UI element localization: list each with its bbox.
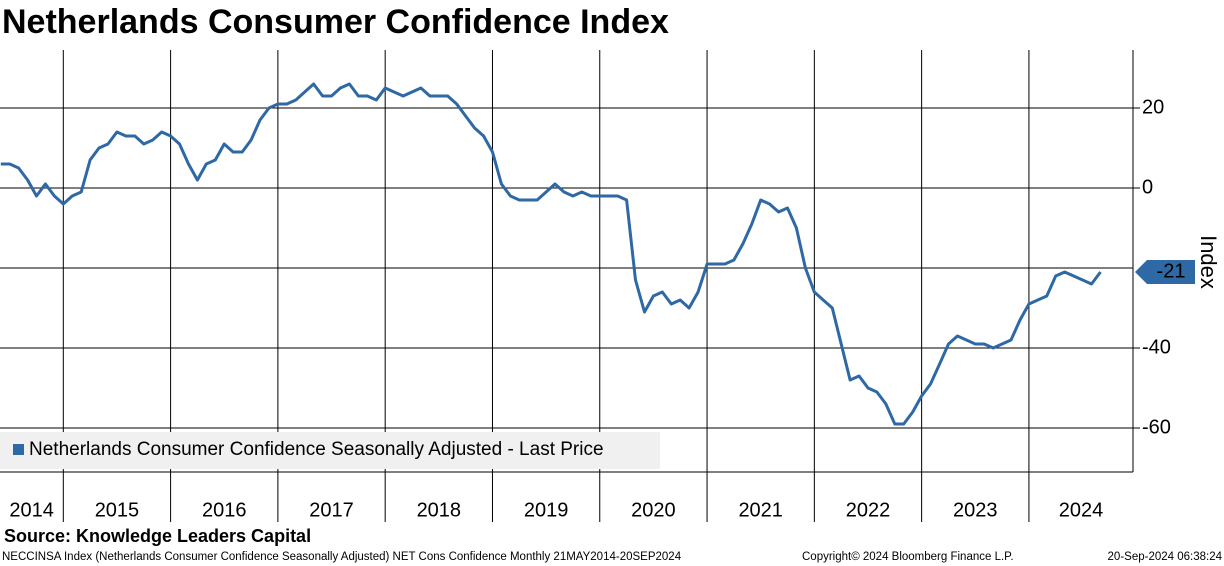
x-tick-label: 2014 [9,499,54,521]
series-line [0,82,1102,426]
legend-swatch [13,444,24,455]
footer-center: Copyright© 2024 Bloomberg Finance L.P. [802,551,1014,563]
x-tick-label: 2022 [846,499,891,521]
last-price-label: -21 [1157,260,1186,282]
footer-right: 20-Sep-2024 06:38:24 [1108,551,1223,563]
x-tick-label: 2015 [95,499,140,521]
x-tick-label: 2018 [417,499,462,521]
x-tick-label: 2024 [1059,499,1104,521]
y-tick-label: 20 [1142,96,1164,118]
legend-box [0,432,660,469]
y-tick-label: 0 [1142,176,1153,198]
footer-left: NECCINSA Index (Netherlands Consumer Con… [2,551,682,563]
last-price-badge [1135,260,1195,284]
chart-title: Netherlands Consumer Confidence Index [2,3,669,41]
legend-label: Netherlands Consumer Confidence Seasonal… [29,439,604,460]
x-tick-label: 2017 [309,499,354,521]
x-tick-label: 2019 [524,499,569,521]
x-tick-label: 2021 [738,499,783,521]
y-tick-label: -60 [1142,416,1171,438]
x-tick-label: 2023 [953,499,998,521]
x-tick-label: 2016 [202,499,247,521]
x-tick-label: 2020 [631,499,676,521]
source: Source: Knowledge Leaders Capital [4,526,311,546]
y-tick-label: -40 [1142,336,1171,358]
y-axis-label: Index [1196,235,1221,289]
